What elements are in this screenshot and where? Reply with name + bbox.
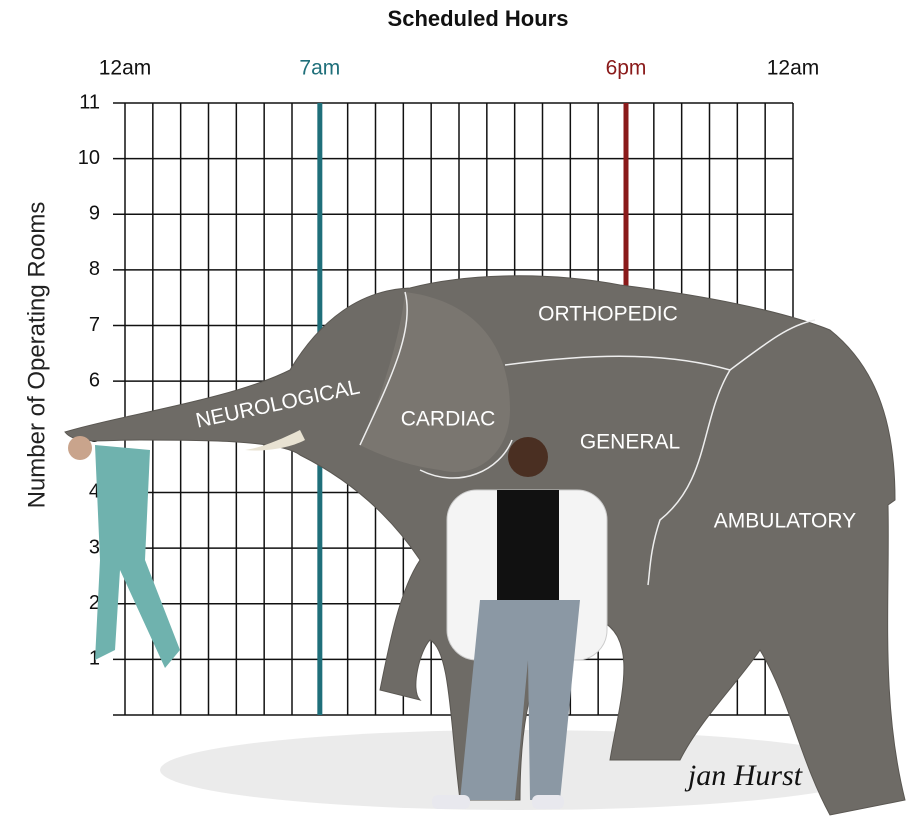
y-label: 7 <box>89 314 100 336</box>
region-label: AMBULATORY <box>714 510 856 533</box>
y-label: 3 <box>89 536 100 558</box>
region-label: ORTHOPEDIC <box>538 303 678 326</box>
doctor <box>432 437 608 809</box>
elephant-tusk <box>245 430 305 451</box>
region-label: CARDIAC <box>401 408 496 431</box>
y-label: 8 <box>89 258 100 280</box>
time-label: 12am <box>767 57 820 80</box>
title: Scheduled Hours <box>388 6 569 31</box>
y-label: 1 <box>89 648 100 670</box>
y-label: 2 <box>89 592 100 614</box>
y-label: 10 <box>78 147 100 169</box>
y-label: 6 <box>89 369 100 391</box>
region-lines <box>359 291 816 586</box>
region-label: GENERAL <box>580 431 680 454</box>
y-label: 11 <box>79 91 100 113</box>
y-axis-label: Number of Operating Rooms <box>23 202 50 509</box>
time-label: 6pm <box>606 57 647 80</box>
nurse <box>68 436 180 668</box>
signature: jan Hurst <box>684 759 803 792</box>
y-label: 9 <box>89 203 100 225</box>
y-label: 4 <box>89 481 100 503</box>
elephant-ear <box>360 292 510 472</box>
time-label: 7am <box>299 57 340 80</box>
time-label: 12am <box>99 57 152 80</box>
